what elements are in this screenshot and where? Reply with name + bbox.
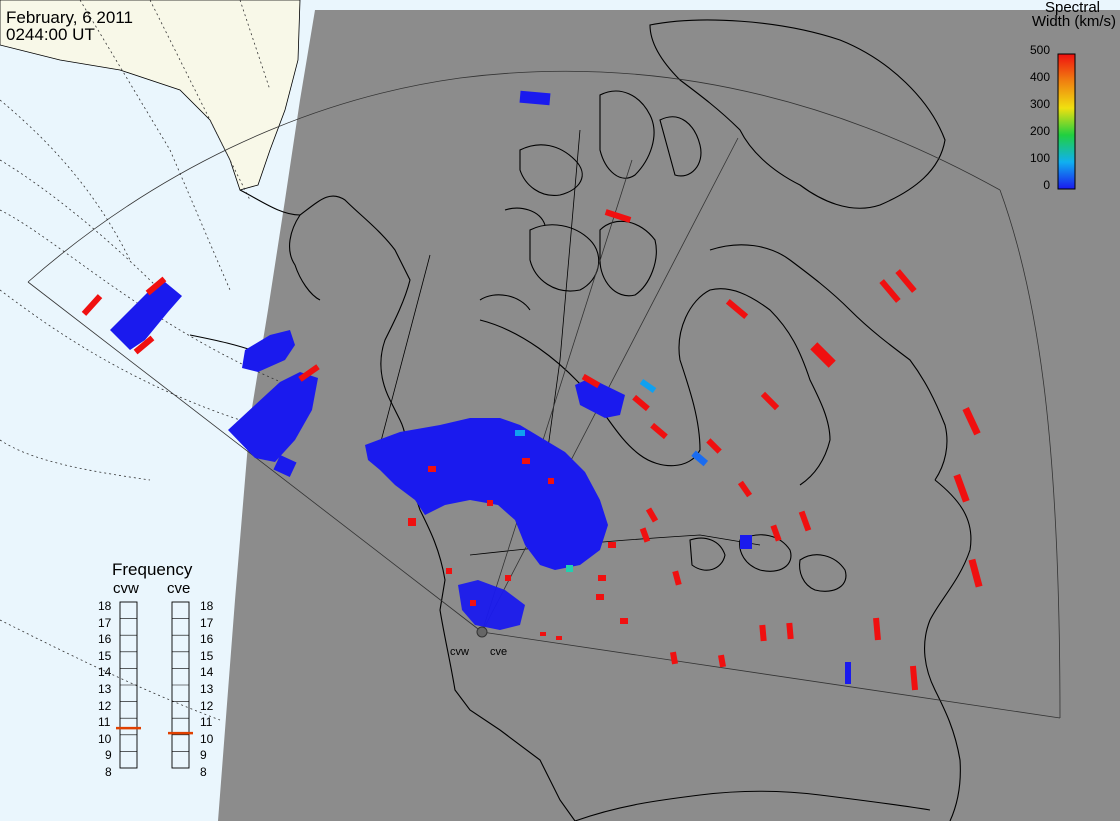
blue-patch	[365, 418, 608, 570]
scatter-cells	[81, 90, 983, 691]
blue-patch	[458, 580, 525, 630]
site-label-cve: cve	[490, 646, 508, 658]
colorbar-gradient	[1057, 53, 1076, 190]
frequency-tick-cve: 12	[200, 698, 214, 713]
frequency-radar-cvw: cvw	[113, 580, 139, 597]
frequency-tick-cvw: 15	[98, 648, 112, 663]
frequency-tick-cvw: 8	[105, 765, 112, 779]
frequency-tick-cvw: 14	[98, 665, 112, 680]
frequency-tick-cvw: 18	[98, 599, 112, 613]
time-label: 0244:00 UT	[6, 25, 95, 44]
frequency-tick-cve: 11	[200, 715, 213, 730]
colorbar-tick: 200	[1029, 124, 1050, 138]
frequency-tick-cvw: 10	[98, 731, 112, 746]
colorbar-tick: 0	[1043, 178, 1050, 192]
blue-patch	[575, 378, 625, 418]
frequency-tick-cvw: 13	[98, 682, 112, 696]
frequency-tick-cve: 9	[200, 748, 207, 763]
frequency-tick-cve: 13	[200, 682, 214, 696]
radar-site-marker	[476, 626, 488, 638]
colorbar-title-line1: Spectral	[1044, 0, 1100, 16]
frequency-box-dividers	[120, 618, 189, 752]
frequency-tick-cvw: 17	[98, 615, 112, 630]
frequency-tick-cve: 18	[200, 599, 214, 613]
frequency-radar-cve: cve	[167, 580, 191, 597]
colorbar-tick: 400	[1029, 70, 1050, 84]
site-label-cvw: cvw	[450, 646, 469, 658]
frequency-tick-cvw: 12	[98, 698, 112, 713]
blue-patch	[242, 330, 295, 372]
frequency-tick-cve: 8	[200, 765, 207, 779]
blue-cell	[519, 90, 551, 106]
colorbar-title-line2: Width (km/s)	[1031, 13, 1116, 30]
dayside-land	[0, 0, 301, 191]
blue-patch	[110, 282, 182, 350]
nightside	[218, 10, 1120, 821]
blue-cell	[273, 454, 297, 478]
blue-cell	[740, 535, 752, 549]
frequency-tick-cvw: 11	[98, 715, 111, 730]
frequency-tick-cve: 15	[200, 648, 214, 663]
frequency-tick-cve: 10	[200, 731, 214, 746]
dotted-grid	[0, 0, 301, 721]
frequency-tick-cve: 16	[200, 632, 214, 647]
frequency-tick-cve: 17	[200, 615, 214, 630]
frequency-tick-cve: 14	[200, 665, 214, 680]
frequency-title: Frequency	[112, 560, 193, 579]
frequency-tick-cvw: 16	[98, 632, 112, 647]
blue-patch	[228, 372, 318, 462]
colorbar-tick: 100	[1029, 151, 1050, 165]
frequency-tick-cvw: 9	[105, 748, 112, 763]
colorbar-tick: 300	[1029, 97, 1050, 111]
date-label: February, 6 2011	[6, 8, 133, 27]
blue-cell	[845, 662, 851, 684]
colorbar-tick: 500	[1029, 43, 1050, 57]
